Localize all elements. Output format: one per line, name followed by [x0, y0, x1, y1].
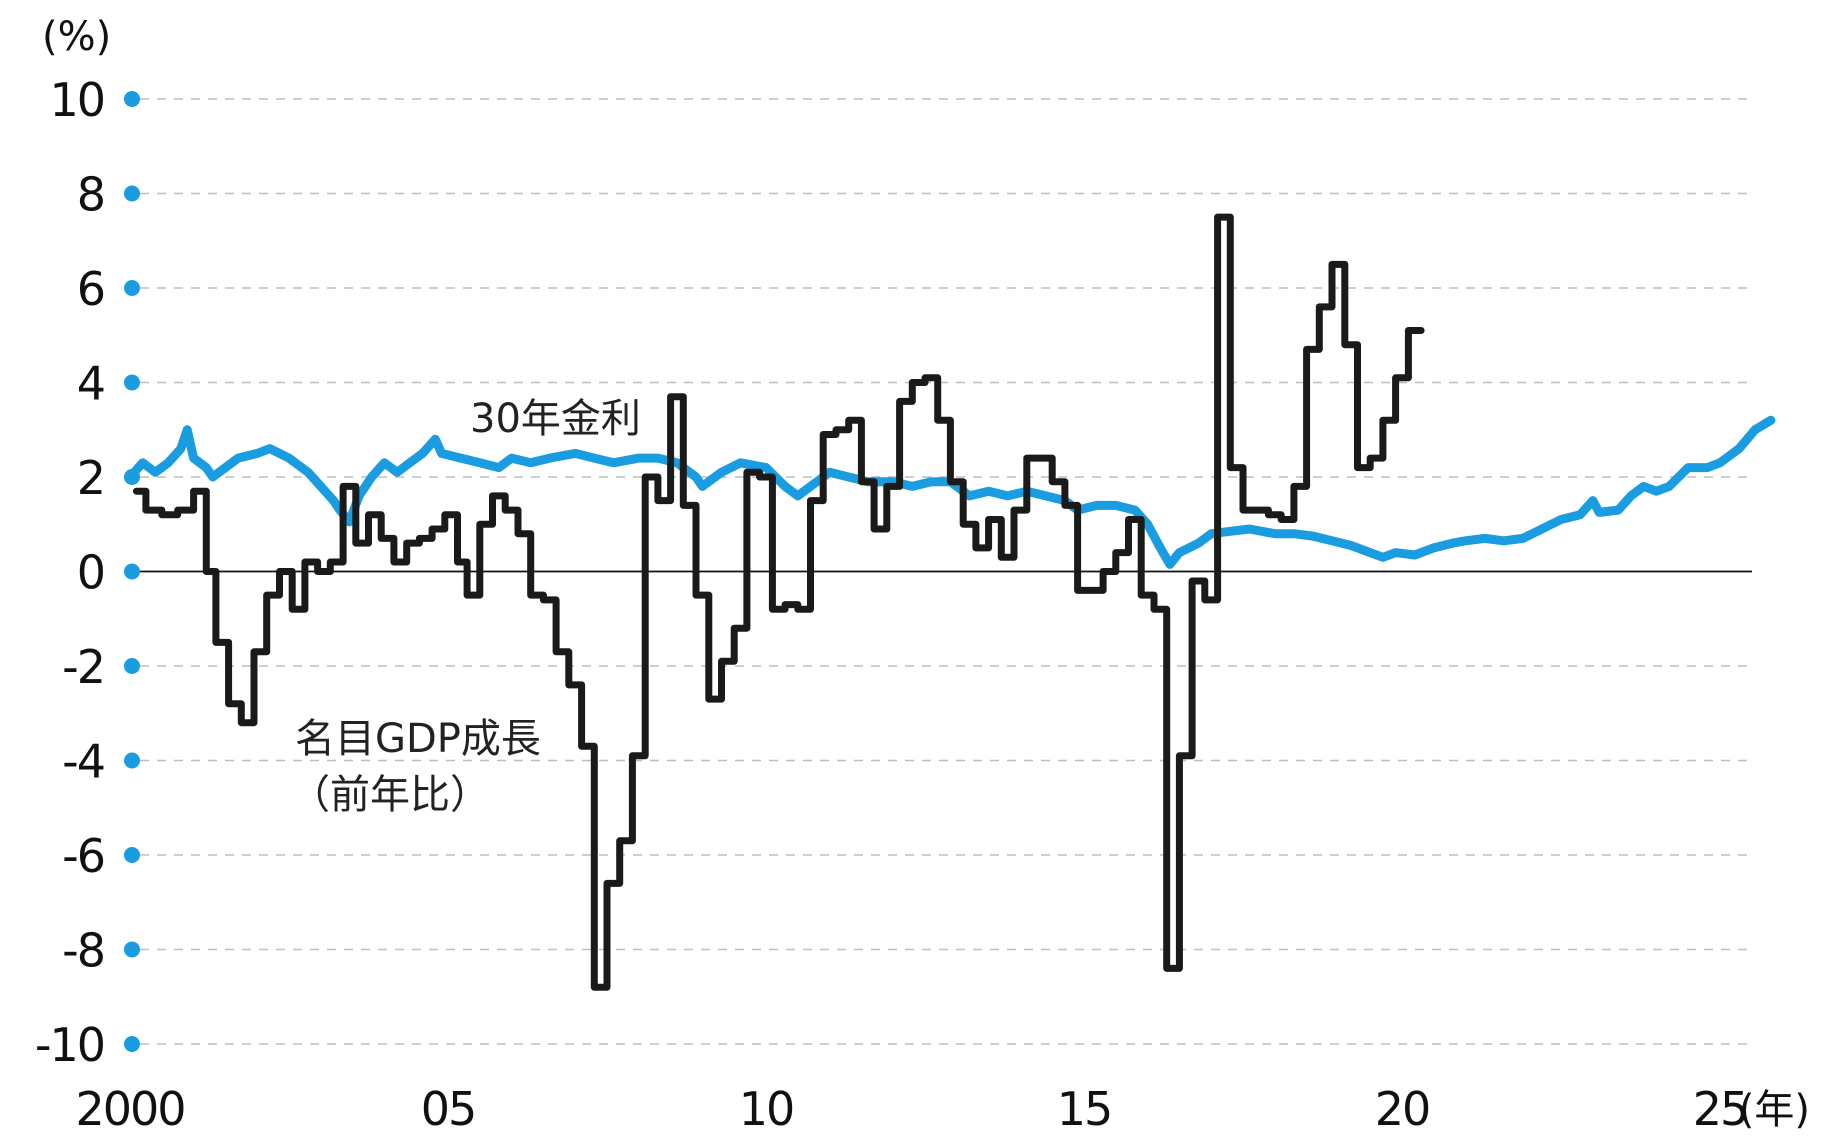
x-tick-label: 05: [421, 1082, 476, 1136]
y-tick-marker: [124, 91, 140, 107]
y-tick-label: -8: [62, 924, 104, 978]
x-tick-label: 20: [1375, 1082, 1430, 1136]
series-label-bond: 30年金利: [470, 396, 641, 442]
y-tick-label: 2: [77, 451, 104, 505]
y-tick-marker: [124, 941, 140, 958]
x-tick-label: 15: [1057, 1082, 1112, 1136]
y-tick-label: 0: [77, 546, 104, 600]
grid-lines: [140, 98, 1752, 1045]
y-tick-label: 8: [77, 168, 104, 222]
series-line-gdp: [132, 213, 1425, 991]
y-tick-label: -6: [62, 829, 104, 883]
series-label-gdp: （前年比）: [290, 772, 490, 818]
x-tick-label: 2000: [75, 1082, 184, 1136]
series-label-gdp: 名目GDP成長: [295, 716, 541, 762]
y-tick-label: 4: [77, 357, 104, 411]
y-tick-marker: [124, 1036, 140, 1052]
y-unit-label: (%): [42, 14, 111, 60]
y-tick-label: 10: [49, 73, 104, 127]
series-layer: [125, 213, 1776, 991]
y-tick-label: -4: [62, 735, 104, 789]
y-tick-marker: [124, 752, 140, 769]
y-tick-label: 6: [77, 262, 104, 316]
y-tick-marker: [124, 185, 140, 202]
x-tick-label: 25: [1693, 1082, 1748, 1136]
y-tick-marker: [124, 280, 140, 296]
y-tick-marker: [124, 847, 140, 863]
x-tick-label: 10: [739, 1082, 794, 1136]
y-axis: (%) 10 8 6 4 2 0 -2 -4 -6 -8 -10: [35, 14, 140, 1072]
y-tick-marker: [124, 374, 140, 391]
y-tick-marker: [124, 658, 140, 674]
y-tick-marker: [124, 563, 140, 580]
x-axis: 2000 05 10 15 20 25(年): [75, 1082, 1810, 1136]
y-tick-label: -10: [35, 1018, 104, 1072]
x-unit-label: (年): [1739, 1087, 1810, 1133]
y-tick-label: -2: [62, 640, 104, 694]
